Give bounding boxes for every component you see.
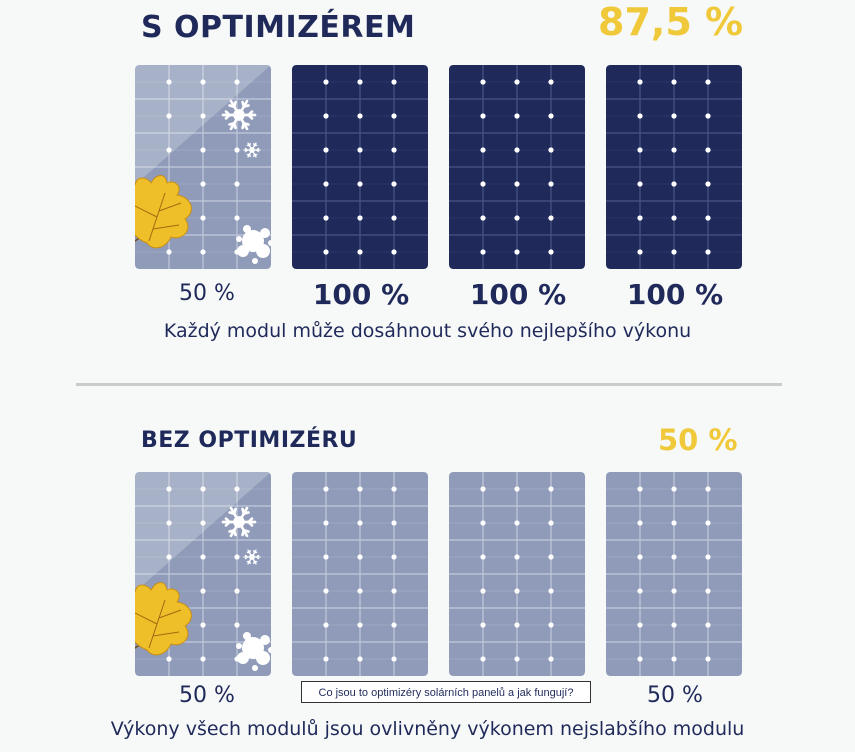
snowflake-icon xyxy=(221,99,257,131)
optimizer-info-link[interactable]: Co jsou to optimizéry solárních panelů a… xyxy=(301,681,591,703)
leaf-icon xyxy=(135,175,192,249)
panel-bottom-4 xyxy=(606,472,742,676)
panel-bottom-3 xyxy=(449,472,585,676)
snowflake-icon xyxy=(243,549,261,565)
top-label-1: 50 % xyxy=(179,281,235,306)
top-total: 87,5 % xyxy=(598,0,744,44)
leaf-icon xyxy=(135,582,192,656)
snowflake-icon xyxy=(221,506,257,538)
top-label-3: 100 % xyxy=(469,278,567,311)
panel-top-4 xyxy=(606,65,742,269)
bottom-label-1: 50 % xyxy=(179,683,235,708)
bottom-caption: Výkony všech modulů jsou ovlivněny výkon… xyxy=(110,718,745,740)
top-title: S OPTIMIZÉREM xyxy=(141,10,416,45)
top-caption: Každý modul může dosáhnout svého nejlepš… xyxy=(163,320,692,342)
bottom-label-4: 50 % xyxy=(647,683,703,708)
panel-bottom-1 xyxy=(135,472,271,676)
panel-top-3 xyxy=(449,65,585,269)
bottom-total: 50 % xyxy=(658,423,738,457)
snowflake-icon xyxy=(243,142,261,158)
splat-icon xyxy=(236,632,271,671)
top-label-2: 100 % xyxy=(312,278,410,311)
panel-top-2 xyxy=(292,65,428,269)
panel-bottom-2 xyxy=(292,472,428,676)
bottom-title: BEZ OPTIMIZÉRU xyxy=(141,428,358,453)
splat-icon xyxy=(236,225,271,264)
top-label-4: 100 % xyxy=(626,278,724,311)
section-divider xyxy=(76,383,782,386)
panel-top-1 xyxy=(135,65,271,269)
